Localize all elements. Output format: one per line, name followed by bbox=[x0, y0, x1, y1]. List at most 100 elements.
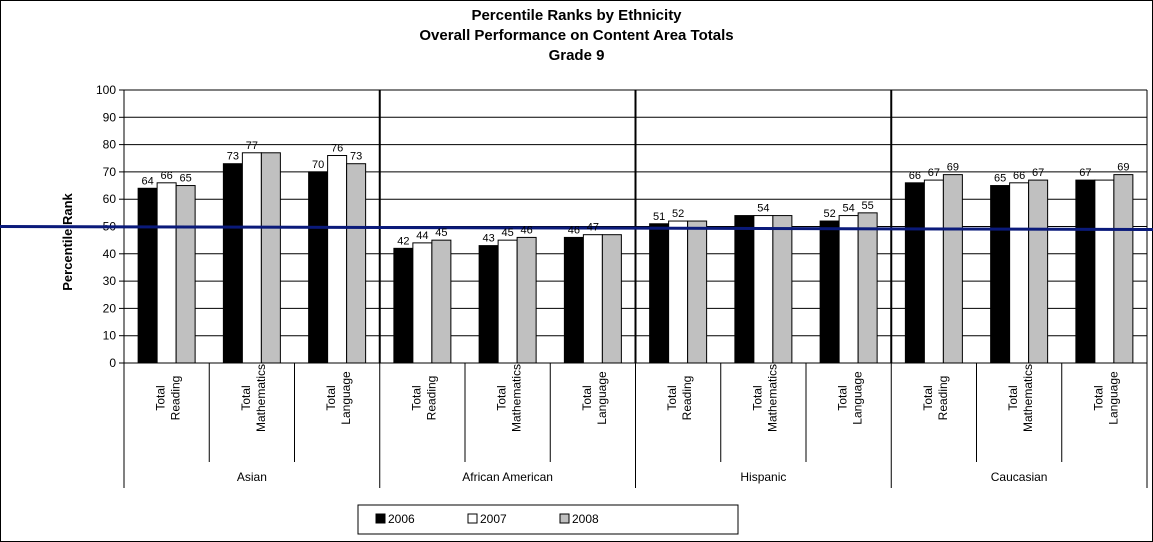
category-label: TotalLanguage bbox=[580, 371, 609, 425]
data-label-2008: 69 bbox=[947, 162, 959, 174]
group-label: Asian bbox=[237, 470, 267, 484]
bar-2008 bbox=[772, 215, 793, 364]
legend-swatch-2007 bbox=[467, 513, 478, 524]
bar-2008 bbox=[1028, 179, 1049, 364]
bar-2007 bbox=[1094, 179, 1115, 364]
bar-2006 bbox=[222, 163, 243, 364]
category-label-line: Language bbox=[595, 371, 609, 425]
data-label-2007: 44 bbox=[416, 230, 428, 242]
legend: 2006 2007 2008 bbox=[357, 504, 739, 535]
category-label: TotalLanguage bbox=[324, 371, 353, 425]
data-label-2006: 67 bbox=[1079, 167, 1091, 179]
bar-2006 bbox=[478, 245, 499, 364]
category-label-line: Total bbox=[324, 385, 338, 410]
bar-2008 bbox=[516, 236, 537, 364]
legend-label-2007: 2007 bbox=[480, 512, 507, 526]
chart-title-line-1: Percentile Ranks by Ethnicity bbox=[471, 7, 682, 24]
category-label-line: Total bbox=[750, 385, 764, 410]
category-label-line: Reading bbox=[424, 376, 438, 421]
bar-2006 bbox=[1075, 179, 1096, 364]
bar-2006 bbox=[649, 223, 670, 364]
axes: 0102030405060708090100TotalReadingTotalM… bbox=[0, 83, 1153, 488]
category-label-line: Total bbox=[239, 385, 253, 410]
category-label-line: Reading bbox=[680, 376, 694, 421]
data-label-2006: 66 bbox=[909, 170, 921, 182]
bar-2007 bbox=[156, 182, 177, 364]
data-labels: 64 73 70 42 43 46 51 52 66 65 67 66 77 76 44 45 47 52 54 54… bbox=[142, 140, 1130, 248]
bar-2007 bbox=[753, 215, 774, 364]
bar-2007 bbox=[838, 215, 859, 364]
bar-2008 bbox=[175, 185, 196, 364]
y-tick-label: 80 bbox=[103, 138, 117, 152]
data-label-2006: 42 bbox=[397, 235, 409, 247]
y-tick-label: 90 bbox=[103, 110, 117, 124]
category-label: TotalReading bbox=[409, 376, 438, 421]
bar-2007 bbox=[1009, 182, 1030, 364]
data-label-2007: 67 bbox=[928, 167, 940, 179]
bar-2008 bbox=[431, 239, 452, 364]
data-label-2007: 54 bbox=[757, 203, 769, 215]
group-label: Caucasian bbox=[991, 470, 1048, 484]
data-label-2007: 66 bbox=[161, 170, 173, 182]
bar-2008 bbox=[1113, 174, 1134, 364]
bar-2006 bbox=[393, 247, 414, 364]
category-label-line: Total bbox=[1006, 385, 1020, 410]
category-label-line: Language bbox=[339, 371, 353, 425]
data-label-2006: 73 bbox=[227, 151, 239, 163]
data-label-2008: 45 bbox=[435, 227, 447, 239]
category-label-line: Total bbox=[836, 385, 850, 410]
data-label-2008: 46 bbox=[521, 224, 533, 236]
data-label-2007: 76 bbox=[331, 143, 343, 155]
category-label-line: Total bbox=[409, 385, 423, 410]
bar-2007 bbox=[582, 234, 603, 364]
category-label: TotalMathematics bbox=[1006, 364, 1035, 432]
bar-2008 bbox=[857, 212, 878, 364]
chart-title-line-3: Grade 9 bbox=[548, 47, 605, 64]
bar-2008 bbox=[346, 163, 367, 364]
chart-title-line-2: Overall Performance on Content Area Tota… bbox=[419, 27, 734, 44]
category-label-line: Total bbox=[495, 385, 509, 410]
category-label-line: Total bbox=[1091, 385, 1105, 410]
legend-label-2008: 2008 bbox=[572, 512, 599, 526]
category-label-line: Mathematics bbox=[510, 364, 524, 432]
bar-2007 bbox=[241, 152, 262, 364]
category-label: TotalReading bbox=[665, 376, 694, 421]
category-label: TotalMathematics bbox=[495, 364, 524, 432]
category-label-line: Reading bbox=[936, 376, 950, 421]
category-label: TotalLanguage bbox=[1091, 371, 1120, 425]
data-label-2006: 43 bbox=[483, 233, 495, 245]
data-label-2007: 54 bbox=[843, 203, 855, 215]
data-label-2006: 70 bbox=[312, 159, 324, 171]
bar-2007 bbox=[668, 220, 689, 364]
bar-2008 bbox=[687, 220, 708, 364]
group-label: African American bbox=[462, 470, 553, 484]
category-label-line: Mathematics bbox=[765, 364, 779, 432]
bar-2006 bbox=[137, 187, 158, 364]
data-label-2007: 52 bbox=[672, 208, 684, 220]
data-label-2006: 65 bbox=[994, 173, 1006, 185]
data-label-2007: 66 bbox=[1013, 170, 1025, 182]
y-tick-label: 10 bbox=[103, 329, 117, 343]
bar-2006 bbox=[308, 171, 329, 364]
bar-2008 bbox=[942, 174, 963, 364]
data-label-2008: 55 bbox=[862, 200, 874, 212]
category-label-line: Language bbox=[851, 371, 865, 425]
group-label: Hispanic bbox=[740, 470, 786, 484]
category-label: TotalMathematics bbox=[239, 364, 268, 432]
category-label: TotalReading bbox=[921, 376, 950, 421]
category-label: TotalMathematics bbox=[750, 364, 779, 432]
data-label-2008: 73 bbox=[350, 151, 362, 163]
y-tick-label: 100 bbox=[96, 83, 116, 97]
y-tick-label: 30 bbox=[103, 274, 117, 288]
y-axis-label: Percentile Rank bbox=[60, 192, 75, 290]
bar-2007 bbox=[923, 179, 944, 364]
data-label-2007: 47 bbox=[587, 222, 599, 234]
category-label-line: Language bbox=[1106, 371, 1120, 425]
bar-2006 bbox=[904, 182, 925, 364]
bar-2008 bbox=[260, 152, 281, 364]
bars bbox=[137, 152, 1134, 364]
data-label-2006: 52 bbox=[824, 208, 836, 220]
category-label-line: Mathematics bbox=[254, 364, 268, 432]
category-label-line: Total bbox=[580, 385, 594, 410]
data-label-2007: 77 bbox=[246, 140, 258, 152]
